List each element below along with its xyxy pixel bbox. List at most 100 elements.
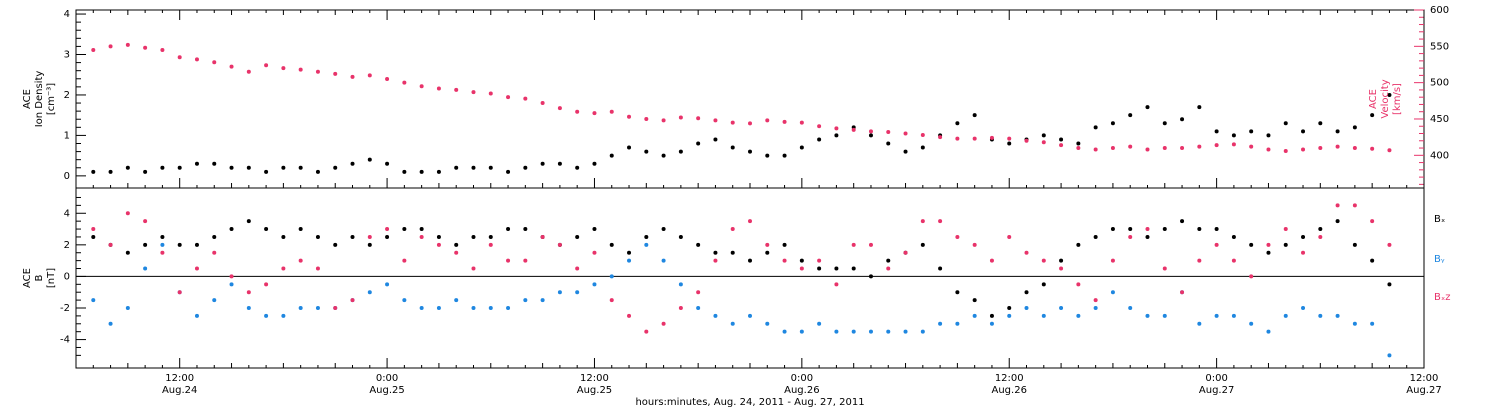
by-point bbox=[1249, 321, 1254, 326]
bx-point bbox=[938, 266, 943, 271]
bottom-left-ylabel-3: [nT] bbox=[46, 268, 57, 288]
top-right-tick-label: 550 bbox=[1430, 41, 1449, 52]
bx-point bbox=[678, 234, 683, 239]
bz-point bbox=[989, 258, 994, 263]
ion-density-point bbox=[488, 165, 493, 170]
bx-point bbox=[1370, 258, 1375, 263]
ion-density-point bbox=[1370, 113, 1375, 118]
bx-point bbox=[1352, 242, 1357, 247]
bz-point bbox=[661, 321, 666, 326]
ion-density-point bbox=[281, 165, 286, 170]
bx-point bbox=[1128, 227, 1133, 232]
bz-point bbox=[817, 258, 822, 263]
velocity-point bbox=[748, 121, 752, 126]
bottom-left-tick-label: -2 bbox=[60, 303, 70, 314]
ion-density-point bbox=[194, 161, 199, 166]
by-point bbox=[1214, 313, 1219, 318]
ion-density-point bbox=[1180, 117, 1185, 122]
ion-density-point bbox=[125, 165, 130, 170]
top-left-axis: 0 1 2 3 4 bbox=[64, 9, 86, 182]
velocity-point bbox=[609, 109, 614, 114]
velocity-point bbox=[799, 120, 804, 125]
top-right-tick-label: 500 bbox=[1430, 78, 1449, 89]
bz-point bbox=[264, 282, 269, 287]
x-tick-time: 0:00 bbox=[791, 373, 813, 384]
velocity-point bbox=[920, 132, 925, 137]
bz-point bbox=[1301, 250, 1306, 255]
bz-point bbox=[1093, 298, 1098, 303]
ion-density-point bbox=[1041, 133, 1046, 138]
bz-point bbox=[972, 242, 977, 247]
bz-point bbox=[1145, 227, 1150, 232]
bz-point bbox=[229, 274, 234, 279]
velocity-point bbox=[264, 63, 269, 68]
bottom-left-axis: -4 -2 0 2 4 bbox=[60, 196, 86, 356]
by-point bbox=[523, 298, 528, 303]
velocity-point bbox=[350, 74, 355, 79]
bz-point bbox=[782, 258, 787, 263]
ion-density-point bbox=[1266, 133, 1271, 138]
top-right-axis: 400 450 500 550 600 bbox=[1414, 5, 1449, 185]
velocity-point bbox=[782, 119, 787, 124]
velocity-point bbox=[367, 73, 372, 78]
ion-density-point bbox=[1352, 125, 1357, 130]
bz-point bbox=[1041, 258, 1046, 263]
x-tick-time: 12:00 bbox=[580, 373, 609, 384]
by-point bbox=[834, 329, 839, 334]
top-series bbox=[91, 42, 1392, 174]
ion-density-point bbox=[402, 169, 407, 174]
bz-point bbox=[350, 298, 355, 303]
velocity-point bbox=[1283, 148, 1288, 153]
x-tick-time: 12:00 bbox=[165, 373, 194, 384]
by-point bbox=[644, 242, 649, 247]
bz-point bbox=[367, 234, 372, 239]
bz-point bbox=[385, 227, 390, 232]
velocity-point bbox=[523, 96, 528, 101]
by-series bbox=[91, 242, 1392, 358]
ion-density-point bbox=[1335, 129, 1340, 134]
bx-point bbox=[506, 227, 511, 232]
bz-point bbox=[886, 266, 891, 271]
ion-density-point bbox=[627, 145, 632, 150]
ion-density-point bbox=[436, 169, 441, 174]
bz-point bbox=[1197, 258, 1202, 263]
bx-point bbox=[730, 250, 735, 255]
ion-density-point bbox=[730, 145, 735, 150]
top-panel-frame bbox=[75, 9, 1425, 189]
bz-point bbox=[419, 234, 424, 239]
bottom-series bbox=[91, 203, 1392, 358]
bx-point bbox=[1041, 282, 1046, 287]
velocity-point bbox=[989, 135, 994, 140]
by-point bbox=[661, 258, 666, 263]
by-point bbox=[920, 329, 925, 334]
by-point bbox=[229, 282, 234, 287]
by-point bbox=[402, 298, 407, 303]
velocity-point bbox=[938, 135, 943, 140]
by-point bbox=[454, 298, 459, 303]
ion-density-point bbox=[903, 149, 908, 154]
bx-point bbox=[488, 234, 493, 239]
x-tick-date: Aug.27 bbox=[1406, 385, 1441, 396]
ion-density-point bbox=[212, 161, 217, 166]
by-point bbox=[592, 282, 597, 287]
x-tick-labels: 12:00Aug.240:00Aug.2512:00Aug.250:00Aug.… bbox=[162, 373, 1442, 396]
velocity-series bbox=[91, 42, 1392, 153]
bx-point bbox=[212, 234, 217, 239]
bz-point bbox=[1352, 203, 1357, 208]
bx-point bbox=[1162, 227, 1167, 232]
bx-point bbox=[177, 242, 182, 247]
by-point bbox=[1387, 353, 1392, 358]
bz-point bbox=[575, 266, 580, 271]
ion-density-point bbox=[298, 165, 303, 170]
bz-point bbox=[160, 250, 165, 255]
ion-density-point bbox=[868, 133, 873, 138]
bz-point bbox=[592, 250, 597, 255]
by-point bbox=[540, 298, 545, 303]
bx-point bbox=[1318, 227, 1323, 232]
bx-point bbox=[194, 242, 199, 247]
bx-point bbox=[333, 242, 338, 247]
ion-density-point bbox=[1318, 121, 1323, 126]
bx-point bbox=[143, 242, 148, 247]
by-point bbox=[765, 321, 770, 326]
bottom-left-ylabel-2: B bbox=[34, 274, 45, 281]
